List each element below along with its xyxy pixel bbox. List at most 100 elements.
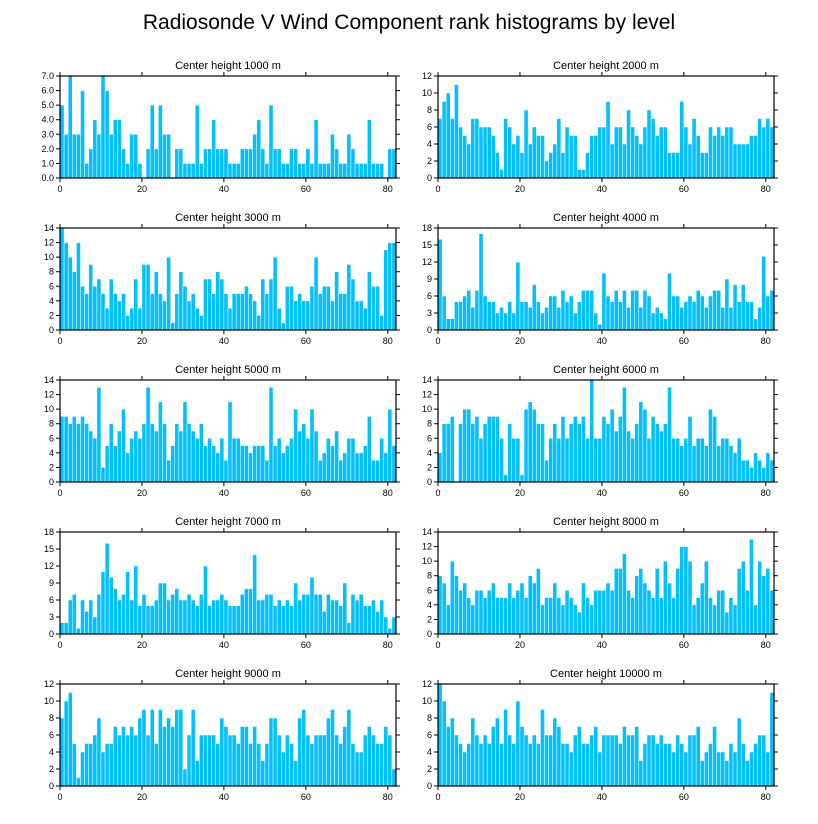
y-tick-label: 8: [49, 419, 54, 429]
histogram-bar: [613, 290, 619, 331]
histogram-bar: [96, 387, 102, 483]
histogram-bar: [162, 134, 167, 179]
y-tick-label: 4: [427, 747, 432, 757]
histogram-bar: [289, 743, 294, 787]
histogram-bar: [728, 445, 734, 483]
histogram-bar: [720, 307, 726, 331]
histogram-bar: [371, 286, 376, 331]
x-tick-label: 80: [761, 792, 771, 802]
histogram-bar: [675, 438, 681, 483]
histogram-bar: [96, 717, 102, 787]
histogram-bar: [704, 445, 709, 483]
histogram-bar: [117, 430, 122, 483]
histogram-bar: [495, 416, 500, 483]
histogram-bar: [219, 278, 225, 331]
histogram-bar: [285, 445, 290, 483]
x-tick-label: 40: [597, 488, 607, 498]
histogram-bar: [716, 590, 721, 635]
histogram-bar: [675, 734, 681, 787]
histogram-bar: [321, 163, 327, 179]
histogram-bar: [753, 452, 758, 483]
histogram-bar: [158, 401, 163, 483]
histogram-bar: [581, 582, 586, 635]
y-tick-label: 3: [49, 612, 54, 622]
histogram-bar: [441, 295, 447, 331]
histogram-bar: [309, 577, 315, 635]
histogram-bar: [334, 271, 339, 331]
y-tick-label: 14: [44, 223, 54, 233]
panel-title: Center height 4000 m: [553, 212, 659, 224]
main-title: Radiosonde V Wind Component rank histogr…: [143, 11, 675, 34]
histogram-bar: [264, 594, 270, 635]
histogram-bar: [437, 575, 443, 635]
histogram-bar: [466, 408, 472, 483]
histogram-bar: [84, 293, 89, 331]
histogram-bar: [137, 717, 143, 787]
x-tick-label: 60: [679, 792, 689, 802]
histogram-bar: [149, 423, 155, 483]
y-tick-label: 6: [427, 433, 432, 443]
histogram-bar: [540, 135, 545, 179]
histogram-bar: [712, 135, 717, 179]
histogram-bar: [638, 760, 644, 787]
histogram-bar: [622, 143, 627, 179]
histogram-bar: [691, 118, 697, 179]
histogram-bar: [326, 438, 331, 483]
histogram-bar: [346, 709, 352, 787]
histogram-bar: [76, 242, 81, 331]
histogram-bar: [211, 599, 216, 635]
histogram-bar: [716, 126, 721, 179]
y-tick-label: 2: [427, 764, 432, 774]
x-tick-label: 80: [383, 336, 393, 346]
histogram-bar: [166, 459, 171, 483]
y-tick-label: 2: [49, 764, 54, 774]
histogram-bar: [699, 582, 705, 635]
histogram-bar: [354, 300, 360, 331]
histogram-bar: [667, 152, 672, 179]
histogram-bar: [190, 163, 196, 179]
histogram-bar: [474, 118, 480, 179]
histogram-bar: [712, 290, 717, 331]
histogram-bar: [174, 293, 180, 331]
y-tick-label: 12: [422, 71, 432, 81]
histogram-bar: [391, 148, 397, 179]
histogram-bar: [548, 597, 553, 635]
y-tick-label: 10: [44, 404, 54, 414]
histogram-bar: [72, 134, 77, 179]
histogram-bar: [141, 264, 147, 331]
histogram-bar: [654, 743, 660, 787]
histogram-bar: [593, 590, 599, 635]
histogram-bar: [88, 264, 94, 331]
histogram-bar: [272, 717, 278, 787]
histogram-bar: [450, 416, 455, 483]
histogram-bar: [646, 295, 652, 331]
histogram-bar: [650, 416, 656, 483]
histogram-bar: [367, 726, 372, 787]
histogram-bar: [354, 599, 360, 635]
histogram-bar: [244, 588, 249, 635]
histogram-bar: [379, 163, 384, 179]
histogram-bar: [712, 416, 717, 483]
histogram-bar: [593, 438, 599, 483]
histogram-bar: [350, 278, 356, 331]
histogram-bar: [100, 75, 106, 179]
y-tick-label: 6.0: [41, 86, 54, 96]
histogram-bar: [194, 104, 200, 179]
histogram-bar: [182, 286, 188, 331]
histogram-bar: [80, 90, 85, 179]
histogram-bar: [544, 597, 549, 635]
histogram-bar: [687, 143, 693, 179]
histogram-bar: [129, 599, 135, 635]
histogram-bar: [728, 126, 734, 179]
histogram-bar: [466, 743, 472, 787]
histogram-bar: [334, 734, 339, 787]
histogram-bar: [564, 301, 570, 331]
histogram-bar: [207, 438, 212, 483]
histogram-bar: [503, 312, 508, 331]
y-tick-label: 12: [422, 257, 432, 267]
histogram-bar: [671, 152, 676, 179]
histogram-bar: [597, 590, 603, 635]
histogram-bar: [281, 322, 286, 331]
histogram-bar: [552, 143, 558, 179]
y-tick-label: 0: [49, 477, 54, 487]
